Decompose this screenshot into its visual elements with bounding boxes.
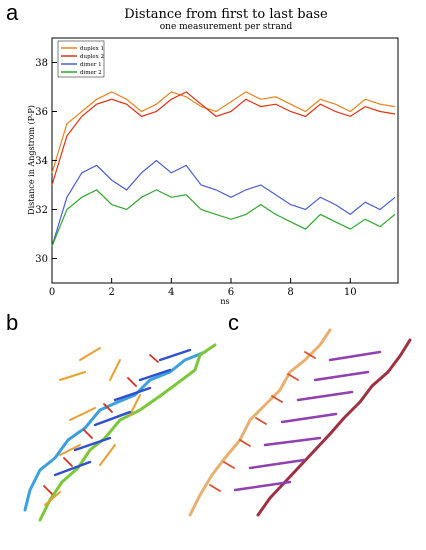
y-axis-label: Distance in Angstrom (P-P) — [27, 105, 36, 215]
legend-box — [57, 40, 105, 78]
y-tick-label-2: 34 — [35, 156, 48, 167]
series-line-2 — [51, 91, 396, 186]
bases-purple-c — [233, 350, 382, 492]
molecule-structure-b — [23, 343, 217, 522]
chart-title: Distance from first to last base — [124, 7, 328, 22]
molecule-structure-c — [188, 328, 412, 517]
x-tick-label-3: 6 — [228, 287, 234, 298]
strand-maroon-c — [256, 338, 412, 517]
x-tick-label-4: 8 — [287, 287, 293, 298]
legend-label-2: duplex 2 — [80, 54, 104, 60]
x-tick-label-1: 2 — [108, 287, 114, 298]
x-tick-label-5: 10 — [344, 287, 357, 298]
backbone-b — [44, 347, 141, 506]
series-layer — [51, 91, 396, 247]
series-line-3 — [51, 159, 396, 247]
strand-green-b — [38, 343, 217, 522]
strand-tan-c — [188, 328, 332, 517]
bases-blue-b — [53, 348, 192, 477]
panel-letter-b: b — [6, 310, 18, 335]
chart-subtitle: one measurement per strand — [160, 22, 293, 32]
y-tick-label-0: 30 — [35, 254, 48, 265]
panel-letter-a: a — [6, 0, 19, 25]
atoms-red-b — [43, 354, 159, 495]
atoms-orange-c — [209, 351, 316, 492]
legend-label-1: duplex 1 — [80, 46, 104, 52]
distance-line-chart: Distance from first to last base one mea… — [27, 7, 399, 306]
y-tick-label-3: 36 — [35, 107, 48, 118]
x-axis-label: ns — [220, 297, 229, 306]
y-tick-label-4: 38 — [35, 58, 48, 69]
y-tick-label-1: 32 — [35, 205, 48, 216]
legend: duplex 1 duplex 2 dimer 1 dimer 2 — [57, 40, 105, 78]
x-tick-label-0: 0 — [49, 287, 55, 298]
series-line-4 — [51, 189, 396, 247]
tick-layer: 0 2 4 6 8 10 30 32 34 36 38 — [35, 58, 356, 298]
panel-letter-c: c — [228, 310, 239, 335]
legend-label-4: dimer 2 — [80, 70, 102, 76]
legend-label-3: dimer 1 — [80, 62, 102, 68]
series-line-1 — [51, 91, 396, 173]
strand-blue-b — [23, 350, 207, 512]
x-tick-label-2: 4 — [168, 287, 174, 298]
